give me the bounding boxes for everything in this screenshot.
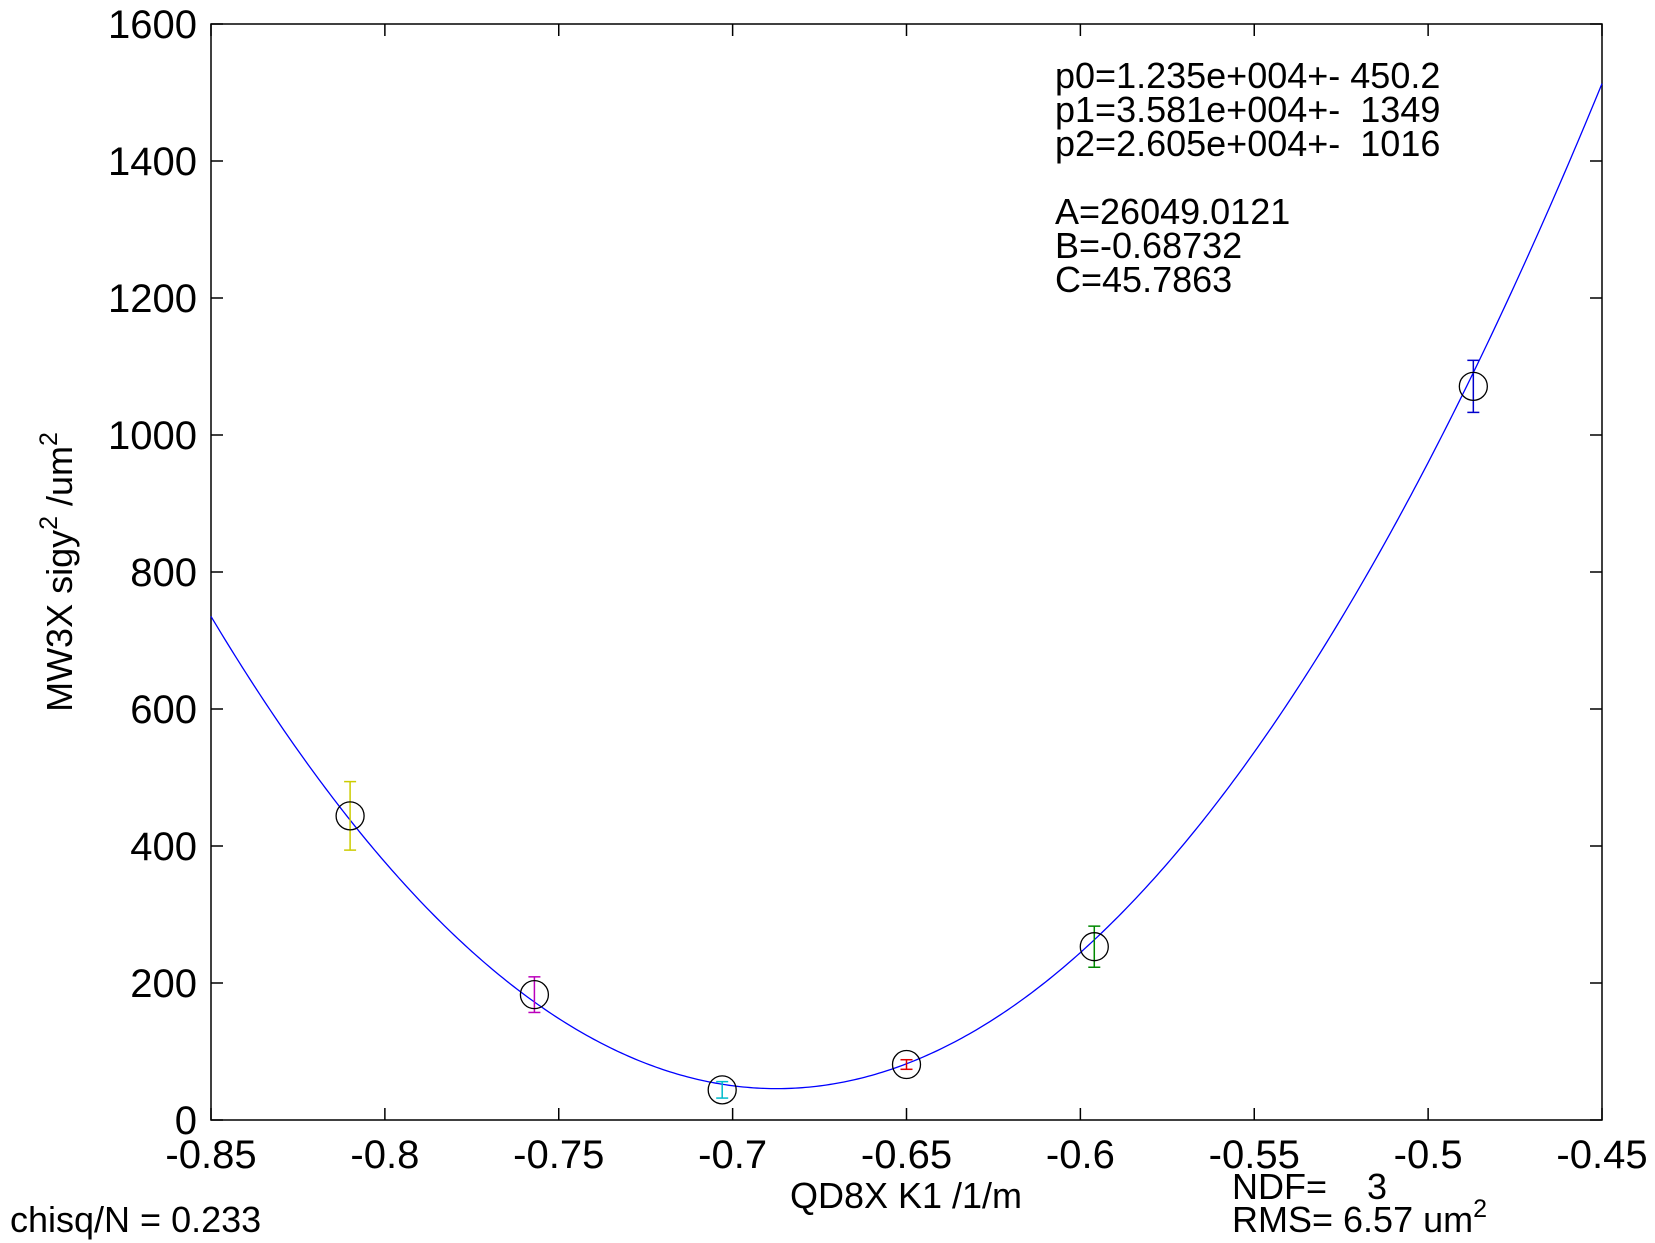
fit-param-p1: p1=3.581e+004+- 1349 <box>1055 89 1440 130</box>
rms-value: RMS= 6.57 um <box>1232 1199 1473 1240</box>
point-marker <box>891 1049 922 1080</box>
data-point <box>891 1049 922 1080</box>
y-tick-label: 800 <box>130 551 197 595</box>
fit-summary-c: C=45.7863 <box>1055 259 1232 300</box>
y-axis-title-unit: /um <box>39 446 80 516</box>
y-tick-label: 1200 <box>108 277 197 321</box>
fit-summary-a: A=26049.0121 <box>1055 191 1290 232</box>
x-axis-ticks: -0.85 -0.8 -0.75 -0.7 -0.65 -0.6 -0.55 -0.5 -0.4… <box>165 24 1648 1177</box>
x-tick-label: -0.55 <box>1209 1133 1300 1177</box>
chisq-readout: chisq/N = 0.233 <box>10 1199 261 1240</box>
x-tick-label: -0.65 <box>861 1133 952 1177</box>
rms-unit-sup: 2 <box>1473 1195 1487 1223</box>
y-tick-label: 1000 <box>108 414 197 458</box>
y-tick-label: 1400 <box>108 140 197 184</box>
point-marker <box>519 979 550 1010</box>
point-marker <box>707 1075 737 1105</box>
data-point <box>1079 925 1109 968</box>
fit-params-box: p0=1.235e+004+- 450.2 p1=3.581e+004+- 13… <box>1055 55 1440 300</box>
y-axis-title: MW3X sigy2 /um2 <box>35 432 80 712</box>
fit-param-p0: p0=1.235e+004+- 450.2 <box>1055 55 1440 96</box>
y-tick-label: 400 <box>130 825 197 869</box>
x-tick-label: -0.45 <box>1556 1133 1647 1177</box>
y-tick-label: 0 <box>175 1099 197 1143</box>
data-point <box>707 1075 737 1105</box>
x-tick-label: -0.7 <box>698 1133 767 1177</box>
fit-summary-b: B=-0.68732 <box>1055 225 1242 266</box>
x-tick-label: -0.6 <box>1046 1133 1115 1177</box>
y-axis-ticks: 0 200 400 600 800 1000 1200 1400 1600 <box>108 3 1602 1143</box>
fit-curve <box>210 83 1603 1090</box>
point-marker <box>1079 932 1109 962</box>
ndf-readout: NDF= 3 <box>1232 1166 1387 1207</box>
plot-frame <box>210 23 1603 1121</box>
rms-readout: RMS= 6.57 um2 <box>1232 1195 1487 1240</box>
y-axis-title-sup1: 2 <box>35 516 63 530</box>
x-tick-label: -0.75 <box>513 1133 604 1177</box>
point-marker <box>335 801 365 831</box>
x-tick-label: -0.8 <box>350 1133 419 1177</box>
y-tick-label: 1600 <box>108 3 197 47</box>
x-tick-label: -0.5 <box>1394 1133 1463 1177</box>
x-axis-title: QD8X K1 /1/m <box>790 1175 1022 1216</box>
x-tick-label: -0.85 <box>165 1133 256 1177</box>
data-point <box>1458 359 1488 414</box>
y-tick-label: 200 <box>130 962 197 1006</box>
y-axis-title-sup2: 2 <box>35 432 63 446</box>
point-marker <box>1458 371 1488 402</box>
data-points <box>335 359 1488 1105</box>
y-axis-title-main: MW3X sigy <box>39 530 80 712</box>
y-tick-label: 600 <box>130 688 197 732</box>
data-point <box>335 780 365 851</box>
fit-param-p2: p2=2.605e+004+- 1016 <box>1055 123 1440 164</box>
data-point <box>519 976 550 1014</box>
